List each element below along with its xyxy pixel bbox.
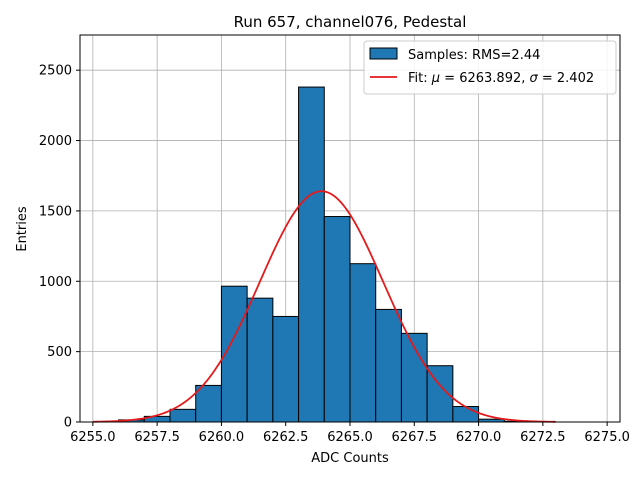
histogram-bar-7 bbox=[298, 86, 325, 423]
y-tick-label-0: 0 bbox=[64, 416, 72, 431]
legend-fit-prefix: Fit: bbox=[408, 71, 432, 86]
histogram-bar-6 bbox=[272, 315, 300, 423]
legend-box bbox=[363, 40, 617, 95]
x-axis-label: ADC Counts bbox=[311, 451, 389, 466]
legend: Samples: RMS=2.44 Fit: μ = 6263.892, σ =… bbox=[363, 40, 617, 95]
histogram-bar-9 bbox=[349, 263, 377, 423]
x-tick-label-5: 6267.5 bbox=[392, 430, 438, 445]
legend-fit-sigma-value: = 2.402 bbox=[538, 71, 594, 86]
x-tick-label-3: 6262.5 bbox=[263, 430, 309, 445]
y-tick-label-1: 500 bbox=[47, 345, 72, 360]
fit-curve-layer bbox=[92, 190, 556, 423]
x-tick-label-7: 6272.5 bbox=[520, 430, 566, 445]
x-tick-label-1: 6257.5 bbox=[134, 430, 180, 445]
legend-fit-mu-symbol: μ bbox=[431, 71, 440, 86]
legend-fit-mu-value: = 6263.892, bbox=[440, 71, 529, 86]
x-tick-label-6: 6270.0 bbox=[456, 430, 502, 445]
y-axis-ticks: 0 500 1000 1500 2000 2500 bbox=[39, 64, 80, 431]
legend-samples-swatch bbox=[369, 47, 398, 60]
legend-fit-sigma-symbol: σ bbox=[530, 71, 539, 86]
y-axis-label: Entries bbox=[15, 206, 30, 252]
histogram-bar-13 bbox=[452, 406, 480, 423]
y-tick-label-2: 1000 bbox=[39, 275, 72, 290]
legend-fit-label: Fit: μ = 6263.892, σ = 2.402 bbox=[408, 71, 594, 86]
histogram-bar-5 bbox=[246, 297, 274, 423]
x-tick-label-0: 6255.0 bbox=[70, 430, 116, 445]
chart-title: Run 657, channel076, Pedestal bbox=[234, 13, 467, 31]
x-tick-label-8: 6275.0 bbox=[584, 430, 630, 445]
y-tick-label-4: 2000 bbox=[39, 134, 72, 149]
x-tick-label-2: 6260.0 bbox=[199, 430, 245, 445]
fit-curve bbox=[92, 190, 556, 423]
histogram-bar-3 bbox=[195, 384, 222, 423]
histogram-bar-10 bbox=[375, 308, 402, 423]
y-tick-label-3: 1500 bbox=[39, 204, 72, 219]
y-tick-label-5: 2500 bbox=[39, 64, 72, 79]
histogram-bar-2 bbox=[169, 408, 197, 423]
legend-samples-label: Samples: RMS=2.44 bbox=[408, 48, 540, 63]
x-tick-label-4: 6265.0 bbox=[327, 430, 373, 445]
x-axis-ticks: 6255.0 6257.5 6260.0 6262.5 6265.0 6267.5 6270… bbox=[70, 422, 630, 445]
histogram-bar-8 bbox=[323, 216, 351, 423]
